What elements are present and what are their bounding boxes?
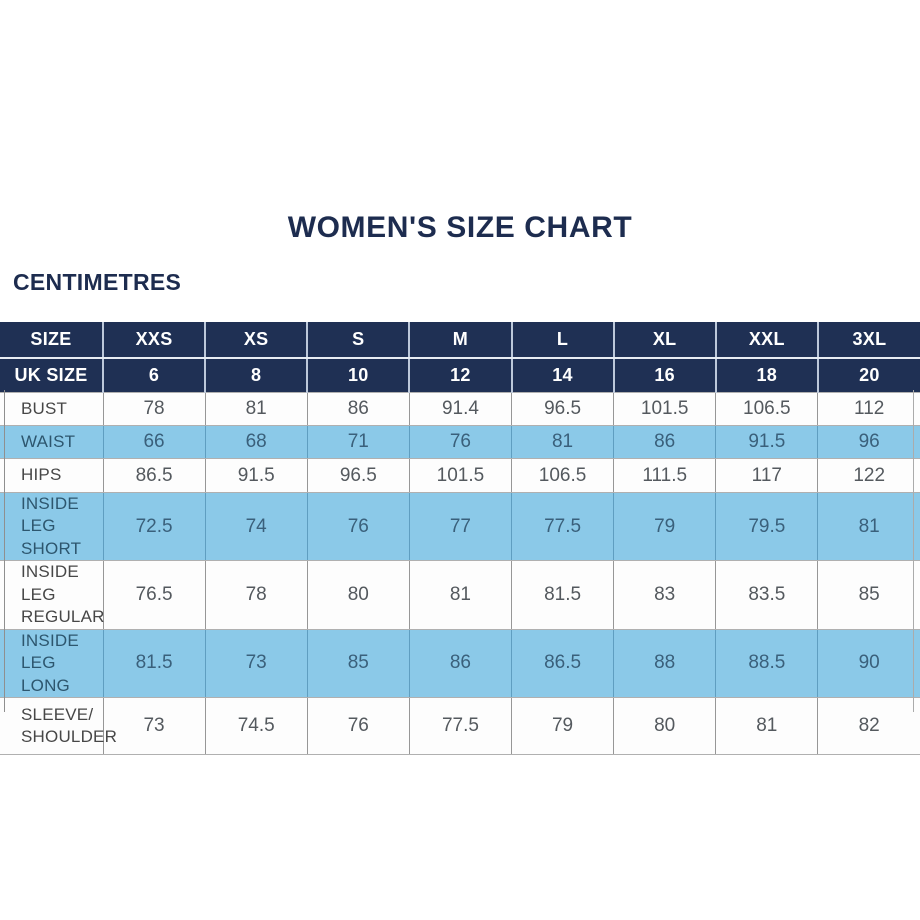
size-value-cell: 81 <box>204 392 308 426</box>
size-chart-body: BUST 78 81 86 91.4 96.5 101.5 106.5 112 WAIST 66 68… <box>0 392 920 755</box>
uk-size-row: UK SIZE 6 8 10 12 14 16 18 20 <box>0 358 920 393</box>
table-left-border-line <box>4 390 5 712</box>
size-value-cell: 101.5 <box>408 458 513 493</box>
size-value-cell: 85 <box>306 628 410 698</box>
size-value-cell: 76 <box>306 491 410 562</box>
row-label: HIPS <box>0 458 104 493</box>
size-value-cell: 81 <box>408 560 513 630</box>
size-value-cell: 82 <box>817 696 920 755</box>
uk-size-value: 12 <box>409 358 513 393</box>
table-row: INSIDE LEG REGULAR 76.5 78 80 81 81.5 83 83.5 85 <box>0 560 920 630</box>
uk-size-value: 16 <box>613 358 717 393</box>
size-value-cell: 77.5 <box>510 491 615 562</box>
size-value-cell: 81 <box>715 696 819 755</box>
row-label: WAIST <box>0 425 104 459</box>
size-value-cell: 111.5 <box>613 458 717 493</box>
size-value-cell: 81 <box>817 491 920 562</box>
size-value-cell: 80 <box>613 696 717 755</box>
uk-size-value: 8 <box>205 358 309 393</box>
column-header: XS <box>205 322 309 359</box>
size-value-cell: 88 <box>613 628 717 698</box>
size-value-cell: 91.5 <box>715 425 819 459</box>
size-chart: SIZE XXS XS S M L XL XXL 3XL UK SIZE 6 8 10 12 14 16 18… <box>0 322 920 755</box>
size-value-cell: 96 <box>817 425 920 459</box>
size-value-cell: 106.5 <box>715 392 819 426</box>
row-label: SLEEVE/ SHOULDER <box>0 696 117 755</box>
size-value-cell: 66 <box>102 425 206 459</box>
size-value-cell: 86.5 <box>102 458 206 493</box>
size-value-cell: 86 <box>408 628 513 698</box>
unit-label: CENTIMETRES <box>13 269 182 295</box>
table-right-border-line <box>913 390 914 712</box>
size-value-cell: 79.5 <box>715 491 819 562</box>
size-value-cell: 112 <box>817 392 920 426</box>
column-header: XXS <box>103 322 207 359</box>
size-value-cell: 80 <box>306 560 410 630</box>
size-value-cell: 96.5 <box>306 458 410 493</box>
uk-size-value: 6 <box>103 358 207 393</box>
size-value-cell: 68 <box>204 425 308 459</box>
table-row: HIPS 86.5 91.5 96.5 101.5 106.5 111.5 117 122 <box>0 458 920 493</box>
size-value-cell: 81.5 <box>510 560 615 630</box>
size-value-cell: 73 <box>102 696 206 755</box>
size-value-cell: 79 <box>510 696 615 755</box>
column-header: 3XL <box>817 322 920 359</box>
size-header-row: SIZE XXS XS S M L XL XXL 3XL <box>0 322 920 359</box>
size-header-label: SIZE <box>0 322 104 359</box>
table-row: SLEEVE/ SHOULDER 73 74.5 76 77.5 79 80 81 82 <box>0 696 920 755</box>
table-row: INSIDE LEG SHORT 72.5 74 76 77 77.5 79 79.5 81 <box>0 491 920 562</box>
table-row: WAIST 66 68 71 76 81 86 91.5 96 <box>0 425 920 459</box>
size-value-cell: 76 <box>408 425 513 459</box>
column-header: S <box>307 322 411 359</box>
size-value-cell: 106.5 <box>510 458 615 493</box>
row-label: INSIDE LEG LONG <box>0 628 104 698</box>
uk-size-value: 14 <box>511 358 615 393</box>
size-value-cell: 101.5 <box>613 392 717 426</box>
size-value-cell: 117 <box>715 458 819 493</box>
size-value-cell: 76.5 <box>102 560 206 630</box>
column-header: XL <box>613 322 717 359</box>
size-value-cell: 86.5 <box>510 628 615 698</box>
table-row: BUST 78 81 86 91.4 96.5 101.5 106.5 112 <box>0 392 920 426</box>
size-value-cell: 122 <box>817 458 920 493</box>
column-header: XXL <box>715 322 819 359</box>
uk-size-value: 18 <box>715 358 819 393</box>
uk-size-label: UK SIZE <box>0 358 104 393</box>
size-value-cell: 96.5 <box>510 392 615 426</box>
size-value-cell: 88.5 <box>715 628 819 698</box>
page-title: WOMEN'S SIZE CHART <box>287 211 633 244</box>
size-value-cell: 76 <box>306 696 410 755</box>
size-value-cell: 78 <box>204 560 308 630</box>
uk-size-value: 10 <box>307 358 411 393</box>
size-value-cell: 85 <box>817 560 920 630</box>
row-label: BUST <box>0 392 104 426</box>
table-row: INSIDE LEG LONG 81.5 73 85 86 86.5 88 88.5 90 <box>0 628 920 698</box>
size-value-cell: 81.5 <box>102 628 206 698</box>
size-value-cell: 86 <box>306 392 410 426</box>
size-value-cell: 77 <box>408 491 513 562</box>
size-chart-table: SIZE XXS XS S M L XL XXL 3XL UK SIZE 6 8 10 12 14 16 18… <box>0 322 920 755</box>
size-value-cell: 74.5 <box>204 696 308 755</box>
size-value-cell: 72.5 <box>102 491 206 562</box>
column-header: L <box>511 322 615 359</box>
size-value-cell: 83.5 <box>715 560 819 630</box>
size-value-cell: 91.5 <box>204 458 308 493</box>
size-value-cell: 86 <box>613 425 717 459</box>
size-value-cell: 74 <box>204 491 308 562</box>
size-value-cell: 78 <box>102 392 206 426</box>
size-value-cell: 83 <box>613 560 717 630</box>
size-value-cell: 77.5 <box>408 696 513 755</box>
size-value-cell: 71 <box>306 425 410 459</box>
size-value-cell: 91.4 <box>408 392 513 426</box>
row-label: INSIDE LEG REGULAR <box>0 560 104 630</box>
uk-size-value: 20 <box>817 358 920 393</box>
row-label: INSIDE LEG SHORT <box>0 491 104 562</box>
size-value-cell: 81 <box>510 425 615 459</box>
size-value-cell: 73 <box>204 628 308 698</box>
size-value-cell: 90 <box>817 628 920 698</box>
size-chart-header: SIZE XXS XS S M L XL XXL 3XL UK SIZE 6 8 10 12 14 16 18… <box>0 322 920 393</box>
size-value-cell: 79 <box>613 491 717 562</box>
column-header: M <box>409 322 513 359</box>
